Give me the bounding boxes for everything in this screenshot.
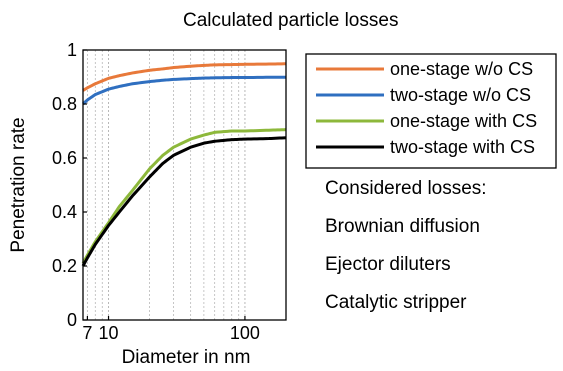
tick-layer: 0 0.2 0.4 0.6 0.8 1 7 10 100 xyxy=(52,40,260,343)
y-axis-label: Penetration rate xyxy=(8,117,29,252)
chart-title: Calculated particle losses xyxy=(183,10,398,31)
annotation-line: Catalytic stripper xyxy=(325,292,467,313)
series-line-two-stage-w-o-cs xyxy=(81,75,286,106)
y-tick-label: 0 xyxy=(67,310,77,330)
legend: one-stage w/o CS two-stage w/o CS one-stag… xyxy=(305,53,557,169)
annotation-line: Brownian diffusion xyxy=(325,216,480,237)
y-tick-label: 1 xyxy=(67,40,77,60)
series-line-two-stage-with-cs xyxy=(81,136,287,267)
series-layer xyxy=(81,62,287,267)
x-tick-label: 100 xyxy=(230,323,260,343)
x-tick-label: 10 xyxy=(99,323,119,343)
series-line-one-stage-w-o-cs xyxy=(82,62,287,92)
annotation-line: Considered losses: xyxy=(325,178,487,199)
plot-frame xyxy=(82,49,287,321)
plot-area: 0 0.2 0.4 0.6 0.8 1 7 10 100 xyxy=(52,40,287,343)
legend-entries: one-stage w/o CS two-stage w/o CS one-stag… xyxy=(316,59,537,157)
x-axis-label: Diameter in nm xyxy=(122,347,251,368)
x-tick-label: 7 xyxy=(82,323,92,343)
legend-label: two-stage with CS xyxy=(390,137,535,157)
annotation-line: Ejector diluters xyxy=(325,254,451,275)
y-tick-label: 0.2 xyxy=(52,256,77,276)
y-tick-label: 0.4 xyxy=(52,202,77,222)
legend-label: one-stage with CS xyxy=(390,111,537,131)
y-tick-label: 0.6 xyxy=(52,148,77,168)
grid-layer xyxy=(86,50,287,320)
considered-losses-notes: Considered losses: Brownian diffusion Ejec… xyxy=(325,178,487,313)
legend-box xyxy=(305,53,557,169)
legend-label: one-stage w/o CS xyxy=(390,59,533,79)
legend-label: two-stage w/o CS xyxy=(390,85,531,105)
y-tick-label: 0.8 xyxy=(52,94,77,114)
series-line-one-stage-with-cs xyxy=(81,128,287,265)
